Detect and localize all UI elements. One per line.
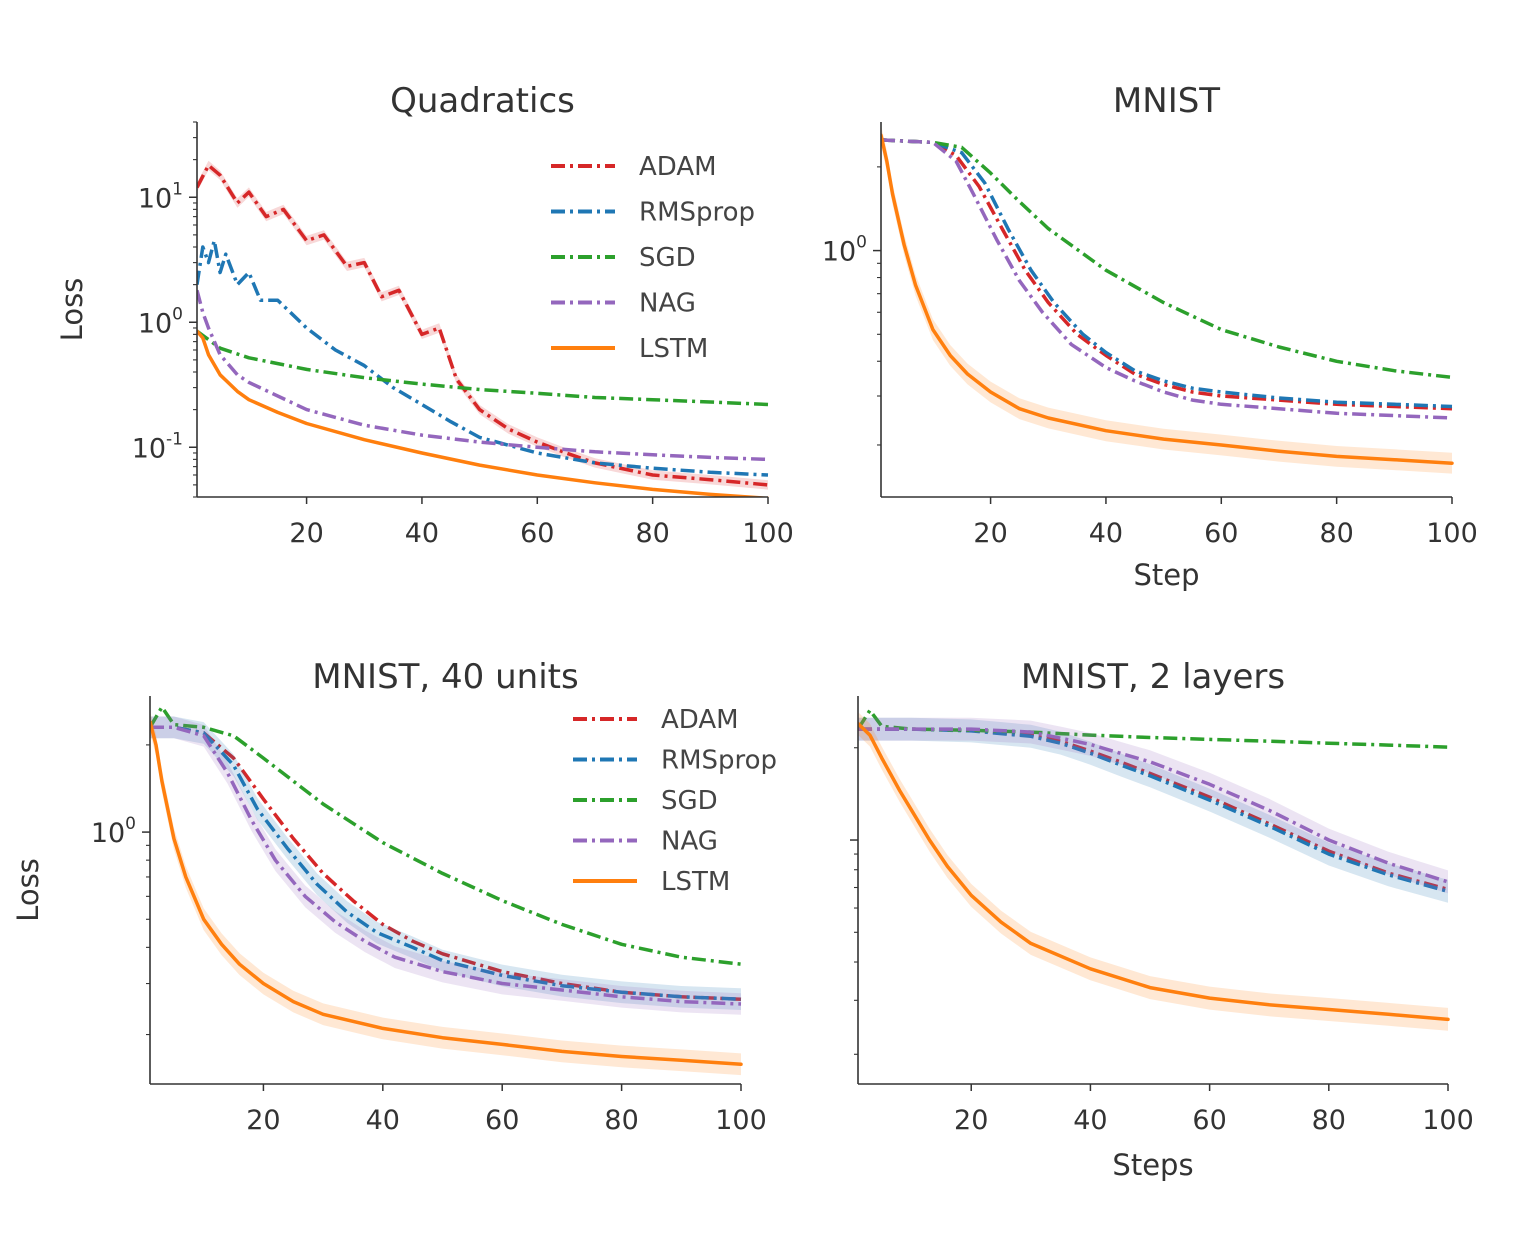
legend: ADAM RMSprop SGD NAG LSTM xyxy=(573,705,777,897)
y-tick-label: 100 xyxy=(138,304,183,339)
y-tick-label: 100 xyxy=(91,814,136,849)
series-line-lstm xyxy=(150,720,743,1066)
x-tick-label: 100 xyxy=(1422,1105,1474,1136)
plot-area xyxy=(881,124,1454,474)
legend-label-rmsprop: RMSprop xyxy=(661,746,777,776)
legend-label-sgd: SGD xyxy=(639,243,696,273)
series-line-sgd xyxy=(150,705,742,966)
x-tick-label: 40 xyxy=(1089,518,1123,549)
x-tick-label: 60 xyxy=(485,1105,519,1136)
y-tick-exponent: 1 xyxy=(172,179,183,199)
x-tick-label: 20 xyxy=(973,518,1007,549)
x-tick-label: 60 xyxy=(1192,1105,1226,1136)
plot-area xyxy=(858,708,1450,1031)
y-tick-exponent: 0 xyxy=(172,304,183,324)
y-tick-base: 10 xyxy=(138,183,172,214)
series-line-lstm xyxy=(858,721,1450,1022)
series-line-lstm xyxy=(881,133,1454,465)
series-line-adam xyxy=(881,138,1453,411)
series-band-rmsprop xyxy=(858,717,1448,903)
series-band-nag xyxy=(858,717,1448,894)
series-line-nag xyxy=(150,725,742,1006)
series-line-nag xyxy=(858,727,1449,884)
series-line-adam xyxy=(197,163,769,487)
y-tick-label: 10-1 xyxy=(132,429,183,464)
legend-label-adam: ADAM xyxy=(661,705,739,735)
series-line-adam xyxy=(150,725,742,1001)
plot-area xyxy=(197,160,770,497)
x-tick-label: 40 xyxy=(366,1105,400,1136)
x-tick-label: 20 xyxy=(246,1105,280,1136)
x-tick-label: 80 xyxy=(635,518,669,549)
x-axis-label: Step xyxy=(1133,558,1199,592)
series-line-rmsprop xyxy=(858,727,1449,894)
y-tick-exponent: -1 xyxy=(166,429,183,449)
series-line-sgd xyxy=(197,329,769,407)
y-axis-label: Loss xyxy=(11,858,45,922)
legend-label-adam: ADAM xyxy=(639,152,717,182)
x-tick-label: 40 xyxy=(1073,1105,1107,1136)
x-tick-label: 80 xyxy=(1312,1105,1346,1136)
y-tick-exponent: 0 xyxy=(856,233,867,253)
y-axis-label: Loss xyxy=(55,278,89,342)
y-tick-label: 101 xyxy=(138,179,183,214)
series-line-sgd xyxy=(881,138,1453,380)
legend-label-sgd: SGD xyxy=(661,786,718,816)
subplot-title: MNIST, 2 layers xyxy=(1021,657,1285,697)
x-tick-label: 20 xyxy=(954,1105,988,1136)
series-line-sgd xyxy=(858,708,1449,749)
x-tick-label: 80 xyxy=(604,1105,638,1136)
series-line-rmsprop xyxy=(197,238,769,477)
legend: ADAM RMSprop SGD NAG LSTM xyxy=(551,152,755,364)
subplot-title: Quadratics xyxy=(390,81,575,121)
y-tick-base: 10 xyxy=(91,818,125,849)
x-axis-label: Steps xyxy=(1112,1148,1193,1182)
y-tick-base: 10 xyxy=(138,308,172,339)
subplot-4: MNIST, 2 layers 20 40 60 80 100 Steps xyxy=(850,657,1474,1182)
x-tick-label: 100 xyxy=(742,518,794,549)
legend-label-rmsprop: RMSprop xyxy=(639,198,755,228)
x-tick-label: 40 xyxy=(405,518,439,549)
y-tick-base: 10 xyxy=(132,433,166,464)
legend-label-lstm: LSTM xyxy=(639,334,708,364)
y-tick-exponent: 0 xyxy=(125,814,136,834)
x-tick-label: 60 xyxy=(1204,518,1238,549)
subplot-title: MNIST, 40 units xyxy=(312,657,578,697)
series-line-rmsprop xyxy=(881,138,1453,409)
legend-label-nag: NAG xyxy=(639,289,696,319)
legend-label-lstm: LSTM xyxy=(661,867,730,897)
y-tick-label: 100 xyxy=(822,233,867,268)
x-tick-label: 60 xyxy=(520,518,554,549)
subplot-title: MNIST xyxy=(1113,81,1220,121)
x-tick-label: 100 xyxy=(1426,518,1478,549)
x-tick-label: 20 xyxy=(289,518,323,549)
series-line-lstm xyxy=(197,329,770,497)
series-line-rmsprop xyxy=(150,725,742,1001)
plot-area xyxy=(150,705,743,1076)
legend-label-nag: NAG xyxy=(661,827,718,857)
y-tick-base: 10 xyxy=(822,237,856,268)
x-tick-label: 80 xyxy=(1319,518,1353,549)
x-tick-label: 100 xyxy=(715,1105,767,1136)
